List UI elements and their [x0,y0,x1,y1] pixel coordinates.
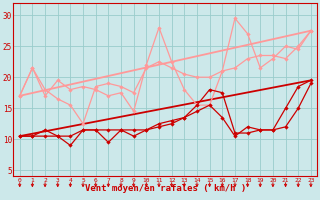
X-axis label: Vent moyen/en rafales ( km/h ): Vent moyen/en rafales ( km/h ) [85,184,246,193]
